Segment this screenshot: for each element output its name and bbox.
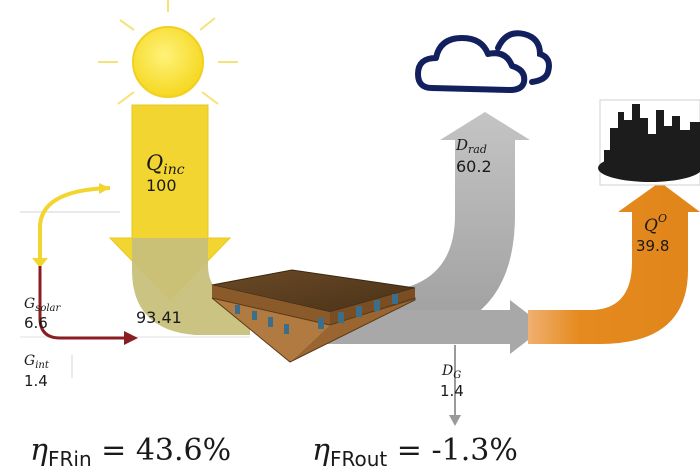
fr-out-equation: ηFRout = -1.3% bbox=[312, 433, 518, 471]
d-g-symbol: DG bbox=[441, 363, 461, 381]
q-inc-value: 100 bbox=[146, 176, 177, 195]
q-inc-symbol: Qinc bbox=[146, 151, 185, 178]
stored-value: 93.41 bbox=[136, 308, 182, 327]
incoming-flow-arrow bbox=[108, 104, 250, 335]
d-rad-symbol: Drad bbox=[455, 136, 487, 156]
d-rad-value: 60.2 bbox=[456, 157, 492, 176]
fr-in-equation: ηFRin = 43.6% bbox=[30, 433, 231, 471]
q-o-value: 39.8 bbox=[636, 237, 669, 255]
q-o-symbol: QO bbox=[644, 212, 667, 236]
radiative-flow-arrow bbox=[370, 112, 530, 338]
g-solar-symbol: Gsolar bbox=[24, 296, 62, 314]
city-skyline-icon bbox=[598, 99, 700, 186]
d-g-value: 1.4 bbox=[440, 382, 464, 400]
g-int-value: 1.4 bbox=[24, 372, 48, 390]
ground-loss-arrow bbox=[449, 345, 461, 426]
solar-gain-flow bbox=[32, 183, 138, 345]
g-solar-value: 6.6 bbox=[24, 314, 48, 332]
cloud-icon bbox=[415, 30, 552, 93]
g-int-symbol: Gint bbox=[24, 353, 50, 371]
sun-icon bbox=[98, 0, 238, 122]
building-icon bbox=[211, 269, 416, 363]
